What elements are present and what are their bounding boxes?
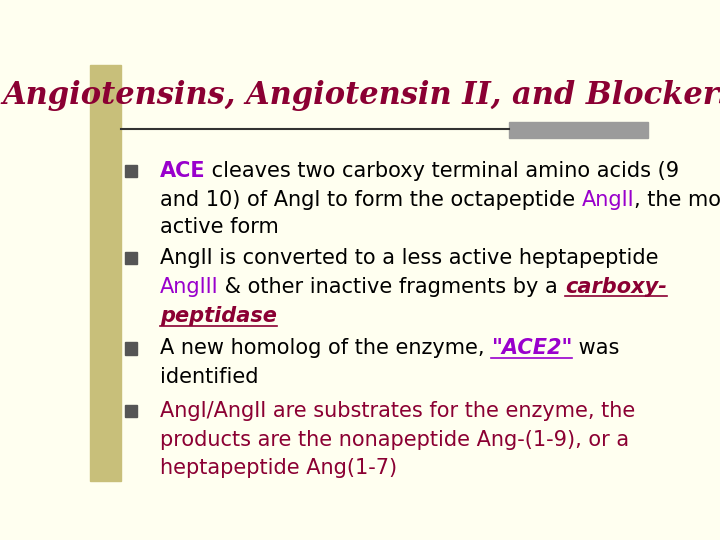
Text: cleaves two carboxy terminal amino acids (9: cleaves two carboxy terminal amino acids… xyxy=(205,161,680,181)
Text: and 10) of AngI to form the octapeptide: and 10) of AngI to form the octapeptide xyxy=(160,190,582,210)
Text: & other inactive fragments by a: & other inactive fragments by a xyxy=(218,277,564,297)
Text: was: was xyxy=(572,339,620,359)
Text: AngII is converted to a less active heptapeptide: AngII is converted to a less active hept… xyxy=(160,248,658,268)
Bar xyxy=(90,65,121,481)
Text: ACE: ACE xyxy=(160,161,205,181)
Bar xyxy=(125,404,138,417)
Text: peptidase: peptidase xyxy=(160,306,276,326)
Text: products are the nonapeptide Ang-(1-9), or a: products are the nonapeptide Ang-(1-9), … xyxy=(160,430,629,450)
Bar xyxy=(125,165,138,177)
Text: A new homolog of the enzyme,: A new homolog of the enzyme, xyxy=(160,339,491,359)
Text: "ACE2": "ACE2" xyxy=(491,339,572,359)
Text: identified: identified xyxy=(160,368,258,388)
Text: heptapeptide Ang(1-7): heptapeptide Ang(1-7) xyxy=(160,458,397,478)
Bar xyxy=(125,342,138,355)
Text: AngII: AngII xyxy=(582,190,634,210)
Text: AngIII: AngIII xyxy=(160,277,218,297)
Bar xyxy=(508,122,648,138)
Text: Angiotensins, Angiotensin II, and Blockers: Angiotensins, Angiotensin II, and Blocke… xyxy=(2,80,720,111)
Text: carboxy-: carboxy- xyxy=(564,277,667,297)
Bar xyxy=(125,252,138,265)
Text: active form: active form xyxy=(160,217,279,237)
Text: , the most: , the most xyxy=(634,190,720,210)
Text: AngI/AngII are substrates for the enzyme, the: AngI/AngII are substrates for the enzyme… xyxy=(160,401,635,421)
